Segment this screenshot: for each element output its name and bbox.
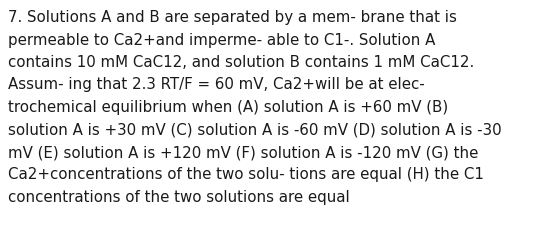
Text: solution A is +30 mV (C) solution A is -60 mV (D) solution A is -30: solution A is +30 mV (C) solution A is -… bbox=[8, 122, 502, 137]
Text: trochemical equilibrium when (A) solution A is +60 mV (B): trochemical equilibrium when (A) solutio… bbox=[8, 100, 448, 114]
Text: 7. Solutions A and B are separated by a mem- brane that is: 7. Solutions A and B are separated by a … bbox=[8, 10, 457, 25]
Text: mV (E) solution A is +120 mV (F) solution A is -120 mV (G) the: mV (E) solution A is +120 mV (F) solutio… bbox=[8, 144, 478, 159]
Text: permeable to Ca2+and imperme- able to C1-. Solution A: permeable to Ca2+and imperme- able to C1… bbox=[8, 32, 435, 47]
Text: contains 10 mM CaC12, and solution B contains 1 mM CaC12.: contains 10 mM CaC12, and solution B con… bbox=[8, 55, 474, 70]
Text: Assum- ing that 2.3 RT/F = 60 mV, Ca2+will be at elec-: Assum- ing that 2.3 RT/F = 60 mV, Ca2+wi… bbox=[8, 77, 425, 92]
Text: Ca2+concentrations of the two solu- tions are equal (H) the C1: Ca2+concentrations of the two solu- tion… bbox=[8, 167, 484, 182]
Text: concentrations of the two solutions are equal: concentrations of the two solutions are … bbox=[8, 189, 350, 204]
